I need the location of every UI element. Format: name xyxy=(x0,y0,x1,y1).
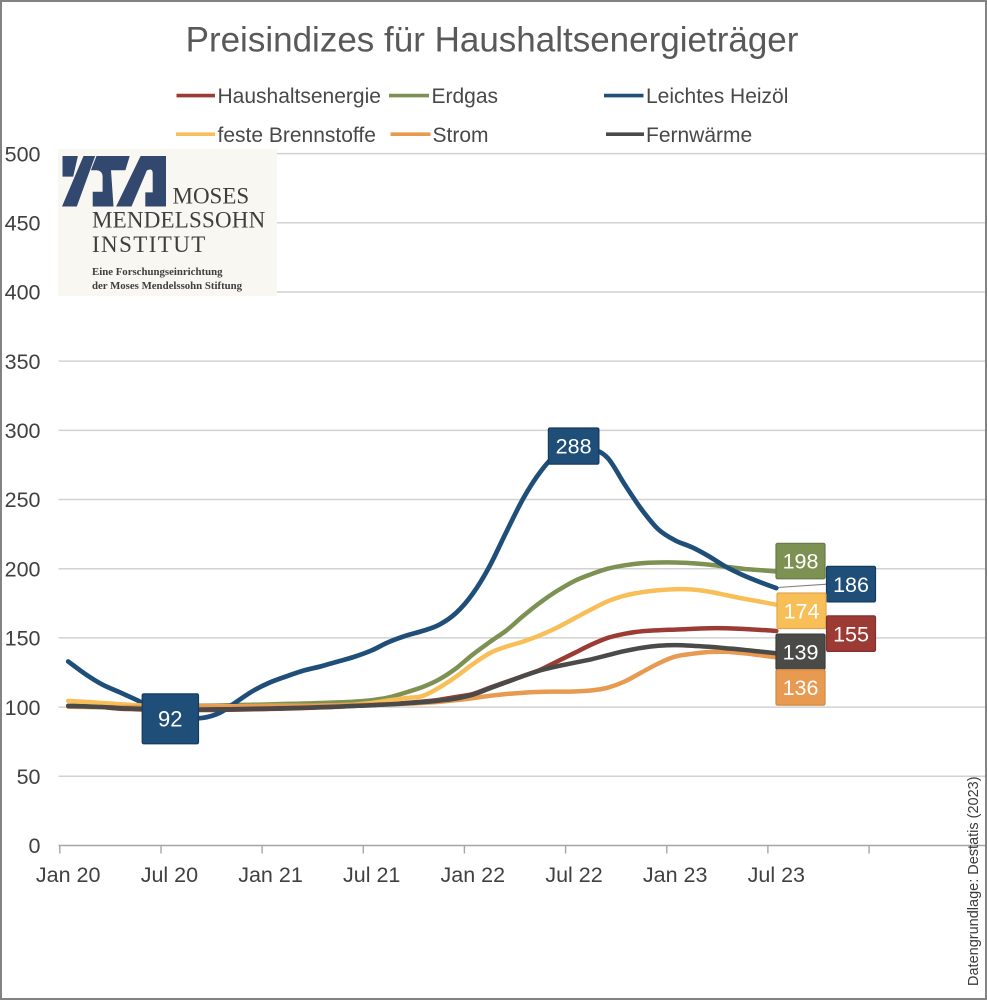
svg-text:Jul 22: Jul 22 xyxy=(545,863,602,887)
svg-text:Haushaltsenergie: Haushaltsenergie xyxy=(218,85,381,108)
svg-text:Eine Forschungseinrichtung: Eine Forschungseinrichtung xyxy=(92,266,223,278)
svg-text:100: 100 xyxy=(5,696,41,720)
svg-text:Jan 23: Jan 23 xyxy=(643,863,708,887)
svg-text:MENDELSSOHN: MENDELSSOHN xyxy=(92,208,266,233)
svg-text:Jul 21: Jul 21 xyxy=(343,863,400,887)
svg-text:Fernwärme: Fernwärme xyxy=(646,124,752,147)
svg-text:MOSES: MOSES xyxy=(173,184,250,209)
svg-text:200: 200 xyxy=(5,557,41,581)
svg-text:400: 400 xyxy=(5,281,41,305)
svg-text:198: 198 xyxy=(783,550,819,574)
svg-text:Jan 20: Jan 20 xyxy=(36,863,101,887)
svg-text:Jul 20: Jul 20 xyxy=(141,863,198,887)
svg-text:der Moses Mendelssohn Stiftung: der Moses Mendelssohn Stiftung xyxy=(92,280,243,292)
svg-text:288: 288 xyxy=(556,435,592,459)
svg-text:Leichtes Heizöl: Leichtes Heizöl xyxy=(646,85,788,108)
svg-text:350: 350 xyxy=(5,350,41,374)
svg-text:Jan 21: Jan 21 xyxy=(238,863,303,887)
svg-text:139: 139 xyxy=(783,641,819,665)
svg-text:250: 250 xyxy=(5,488,41,512)
svg-text:300: 300 xyxy=(5,419,41,443)
svg-text:Preisindizes für Haushaltsener: Preisindizes für Haushaltsenergieträger xyxy=(186,21,799,60)
svg-text:INSTITUT: INSTITUT xyxy=(92,232,207,257)
svg-text:50: 50 xyxy=(17,765,41,789)
svg-text:150: 150 xyxy=(5,627,41,651)
svg-text:450: 450 xyxy=(5,212,41,236)
svg-text:186: 186 xyxy=(833,573,869,597)
svg-text:Erdgas: Erdgas xyxy=(432,85,499,108)
svg-text:Datengrundlage: Destatis (2023: Datengrundlage: Destatis (2023) xyxy=(966,776,982,986)
svg-text:Strom: Strom xyxy=(433,124,489,147)
svg-text:92: 92 xyxy=(158,707,182,732)
svg-text:174: 174 xyxy=(784,599,820,623)
svg-text:feste Brennstoffe: feste Brennstoffe xyxy=(218,124,376,147)
svg-text:Jul 23: Jul 23 xyxy=(748,863,805,887)
svg-text:0: 0 xyxy=(29,834,41,858)
svg-text:Jan 22: Jan 22 xyxy=(441,863,506,887)
svg-text:136: 136 xyxy=(783,676,819,700)
svg-text:155: 155 xyxy=(833,622,869,646)
svg-text:500: 500 xyxy=(5,142,41,166)
